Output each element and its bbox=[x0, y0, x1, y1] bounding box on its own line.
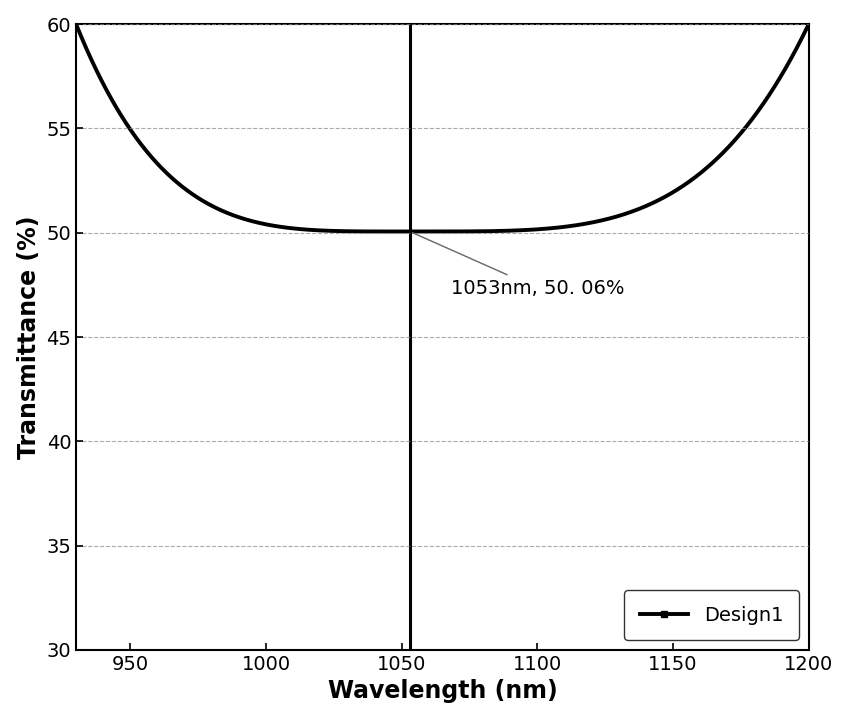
Line: Design1: Design1 bbox=[76, 24, 808, 232]
Design1 bbox=[469, 227, 479, 235]
Text: 1053nm, 50. 06%: 1053nm, 50. 06% bbox=[412, 233, 624, 297]
Design1 bbox=[71, 20, 82, 29]
Y-axis label: Transmittance (%): Transmittance (%) bbox=[17, 215, 41, 459]
Design1 bbox=[413, 228, 423, 236]
Legend: Design1: Design1 bbox=[624, 590, 799, 640]
Design1 bbox=[405, 228, 415, 236]
Design1 bbox=[803, 20, 813, 29]
Design1 bbox=[599, 215, 609, 224]
Design1 bbox=[151, 158, 162, 167]
X-axis label: Wavelength (nm): Wavelength (nm) bbox=[327, 680, 558, 703]
Design1 bbox=[168, 175, 178, 184]
Design1 bbox=[313, 226, 323, 235]
